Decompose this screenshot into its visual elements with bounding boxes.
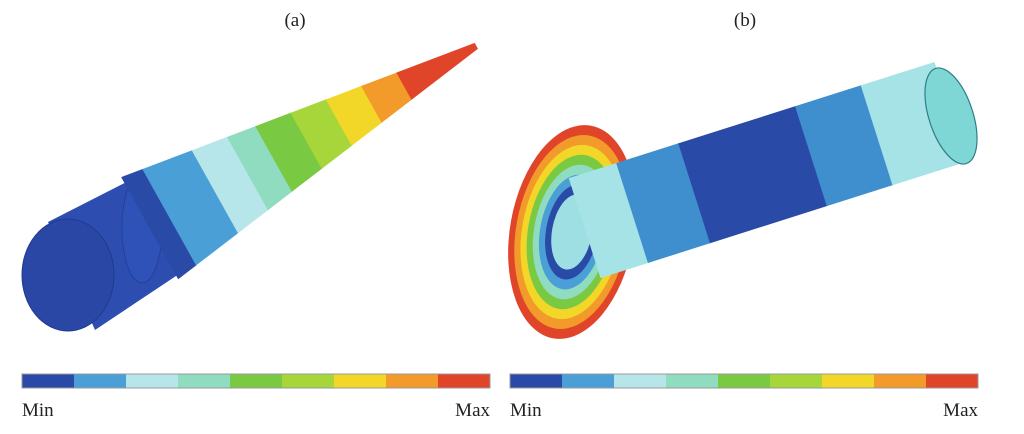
color-swatch: [282, 374, 335, 388]
legend-max: Max: [455, 400, 490, 421]
color-bar-frame: [509, 373, 979, 389]
color-swatch: [562, 374, 615, 388]
contour-plots: [21, 42, 978, 339]
color-swatch: [386, 374, 439, 388]
color-swatch: [334, 374, 387, 388]
legend-max: Max: [943, 400, 978, 421]
color-swatch: [874, 374, 927, 388]
color-swatch: [22, 374, 75, 388]
panel-label: (a): [284, 10, 305, 31]
color-swatch: [718, 374, 771, 388]
color-bar-frame: [21, 373, 491, 389]
color-swatch: [178, 374, 231, 388]
tube-end: [924, 67, 978, 165]
color-swatch: [666, 374, 719, 388]
color-swatch: [126, 374, 179, 388]
color-swatch: [510, 374, 563, 388]
cylinder-cap: [21, 218, 115, 332]
color-swatch: [438, 374, 491, 388]
color-swatch: [74, 374, 127, 388]
blade-band: [396, 42, 478, 100]
color-swatch: [926, 374, 979, 388]
panel-label: (b): [734, 10, 756, 31]
color-swatch: [770, 374, 823, 388]
color-swatch: [614, 374, 667, 388]
color-bars: [21, 373, 979, 389]
color-swatch: [230, 374, 283, 388]
legend-min: Min: [22, 400, 54, 421]
legend-min: Min: [510, 400, 542, 421]
color-swatch: [822, 374, 875, 388]
